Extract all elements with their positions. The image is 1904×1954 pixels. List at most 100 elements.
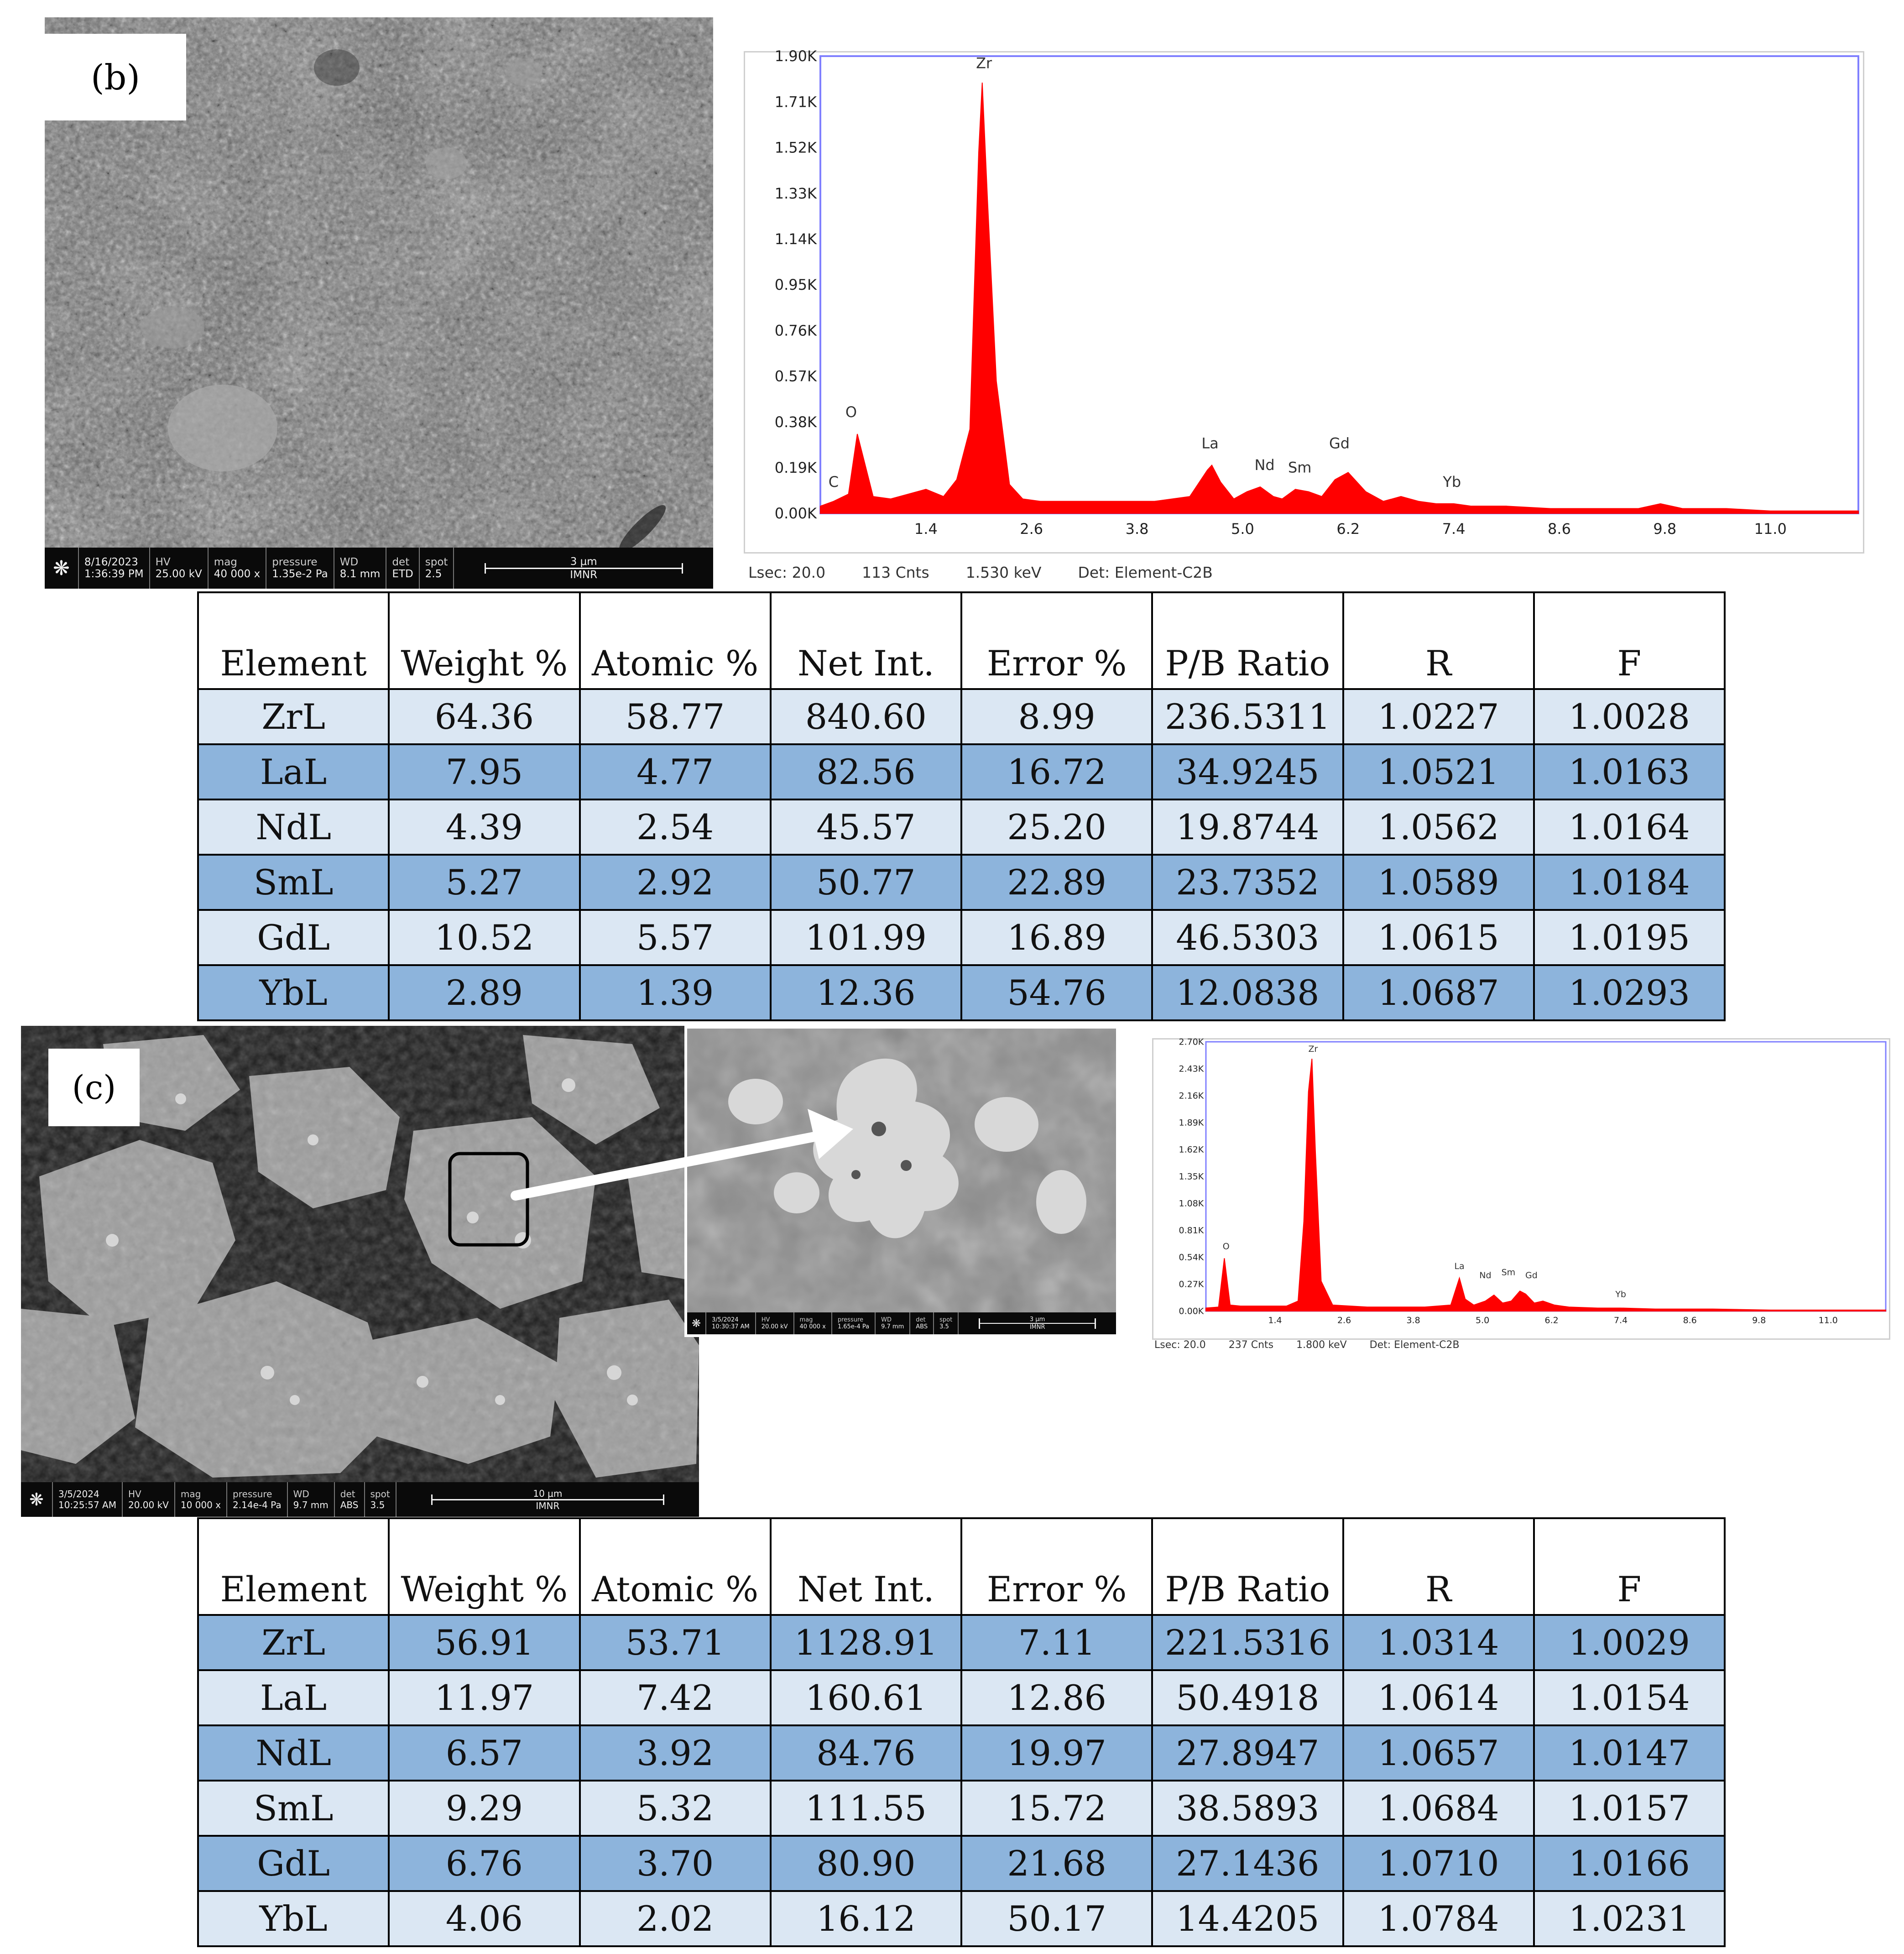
databar-pressure: 2.14e-4 Pa (233, 1499, 282, 1510)
eds-footer-c: Lsec: 20.0 237 Cnts 1.800 keV Det: Eleme… (1154, 1339, 1460, 1351)
databar-mag-cell: mag 40 000 x (793, 1312, 831, 1334)
sem-texture-c (21, 1026, 699, 1517)
databar-det: ABS (340, 1499, 359, 1510)
y-tick-label: 0.00K (1179, 1306, 1204, 1317)
spectrum-area (820, 82, 1859, 514)
x-tick-label: 2.6 (1020, 520, 1043, 538)
table-cell: 1.0164 (1533, 799, 1726, 856)
peak-label: Sm (1502, 1267, 1516, 1277)
table-cell: SmL (197, 854, 390, 911)
y-tick-label: 1.71K (775, 93, 817, 110)
table-cell: 53.71 (579, 1614, 772, 1671)
table-cell: 1.0687 (1342, 964, 1535, 1021)
table-row: LaL 7.95 4.77 82.56 16.72 34.9245 1.0521 1.0163 (197, 743, 1726, 800)
table-cell: 15.72 (960, 1780, 1153, 1837)
table-cell: 1.0147 (1533, 1724, 1726, 1782)
databar-wd: 9.7 mm (293, 1499, 329, 1510)
y-tick-label: 1.33K (775, 185, 817, 202)
y-tick-label: 0.19K (775, 459, 817, 476)
y-tick-label: 1.90K (775, 47, 817, 65)
x-tick-label: 11.0 (1819, 1316, 1838, 1326)
x-tick-label: 2.6 (1337, 1316, 1351, 1326)
databar-wd-label: WD (881, 1317, 892, 1323)
table-row: SmL 9.29 5.32 111.55 15.72 38.5893 1.0684 1.015… (197, 1780, 1726, 1837)
table-cell: 16.12 (769, 1890, 963, 1947)
table-cell: 84.76 (769, 1724, 963, 1782)
table-cell: 1.0231 (1533, 1890, 1726, 1947)
databar-pressure-label: pressure (272, 556, 318, 568)
table-cell: 1.0615 (1342, 909, 1535, 966)
databar-det: ABS (916, 1323, 928, 1330)
x-tick-label: 11.0 (1754, 520, 1787, 538)
databar-date-cell: 8/16/2023 1:36:39 PM (78, 548, 149, 589)
eds-spectrum-c: 0.00K 0.27K 0.54K 0.81K 1.08K 1.35K 1.62K 1.89K… (1152, 1037, 1890, 1340)
table-cell: 12.0838 (1151, 964, 1344, 1021)
x-tick-label: 3.8 (1126, 520, 1149, 538)
peak-label: Zr (1308, 1044, 1318, 1054)
fei-logo-icon: ❋ (53, 556, 70, 580)
table-header-cell: Atomic % (579, 591, 772, 690)
databar-mag-label: mag (799, 1317, 813, 1323)
table-cell: YbL (197, 964, 390, 1021)
databar-wd-label: WD (293, 1489, 309, 1499)
table-header-cell: Element (197, 591, 390, 690)
databar-spot-label: spot (425, 556, 448, 568)
x-tick-label: 7.4 (1614, 1316, 1628, 1326)
sem-databar-c: ❋ 3/5/2024 10:25:57 AM HV 20.00 kV mag 10 0… (21, 1482, 699, 1517)
table-cell: 221.5316 (1151, 1614, 1344, 1671)
databar-pressure-cell: pressure 1.35e-2 Pa (266, 548, 334, 589)
y-tick-label: 0.00K (775, 505, 817, 522)
databar-spot: 2.5 (425, 568, 442, 580)
table-row: YbL 2.89 1.39 12.36 54.76 12.0838 1.0687 1.0293 (197, 964, 1726, 1021)
y-tick-label: 0.95K (775, 276, 817, 293)
databar-mag-label: mag (180, 1489, 201, 1499)
y-tick-label: 0.57K (775, 368, 817, 385)
databar-date: 8/16/2023 (84, 556, 138, 568)
table-cell: 2.89 (388, 964, 581, 1021)
table-cell: 1.0710 (1342, 1835, 1535, 1892)
databar-pressure: 1.35e-2 Pa (272, 568, 328, 580)
databar-hv-label: HV (761, 1317, 770, 1323)
y-tick-label: 0.38K (775, 413, 817, 431)
spectrum-area (1205, 1059, 1886, 1311)
table-cell: 50.4918 (1151, 1669, 1344, 1726)
table-header-cell: Error % (960, 591, 1153, 690)
table-cell: 14.4205 (1151, 1890, 1344, 1947)
databar-scale-cell: 3 μm IMNR (453, 548, 713, 589)
table-cell: 46.5303 (1151, 909, 1344, 966)
x-tick-label: 6.2 (1545, 1316, 1559, 1326)
table-header-row: Element Weight % Atomic % Net Int. Error % P/… (197, 591, 1726, 690)
table-cell: 34.9245 (1151, 743, 1344, 800)
table-cell: SmL (197, 1780, 390, 1837)
footer-lsec: Lsec: 20.0 (1154, 1339, 1206, 1351)
table-cell: 19.8744 (1151, 799, 1344, 856)
table-cell: 64.36 (388, 688, 581, 745)
y-tick-label: 1.14K (775, 230, 817, 248)
table-cell: 5.27 (388, 854, 581, 911)
table-cell: 101.99 (769, 909, 963, 966)
sem-image-b: ❋ 8/16/2023 1:36:39 PM HV 25.00 kV mag 40 0… (45, 17, 713, 589)
databar-pressure-cell: pressure 1.65e-4 Pa (831, 1312, 875, 1334)
fei-logo-icon: ❋ (692, 1317, 701, 1330)
scale-bar-label: 3 μm (1029, 1316, 1045, 1323)
databar-wd-cell: WD 8.1 mm (333, 548, 386, 589)
y-tick-label: 0.81K (1179, 1226, 1204, 1236)
databar-spot: 3.5 (939, 1323, 949, 1330)
databar-time: 10:25:57 AM (58, 1499, 116, 1510)
sem-inset-c: ❋ 3/5/2024 10:30:37 AM HV 20.00 kV mag 40 0… (684, 1026, 1119, 1337)
scale-bar (979, 1318, 1096, 1329)
x-tick-label: 8.6 (1683, 1316, 1697, 1326)
table-cell: 1.0521 (1342, 743, 1535, 800)
peak-label: Zr (976, 54, 992, 72)
peak-label: Gd (1329, 435, 1350, 452)
table-cell: 3.92 (579, 1724, 772, 1782)
table-cell: 16.72 (960, 743, 1153, 800)
table-cell: 6.57 (388, 1724, 581, 1782)
table-header-cell: P/B Ratio (1151, 591, 1344, 690)
databar-hv-label: HV (128, 1489, 141, 1499)
databar-mag-cell: mag 10 000 x (174, 1482, 226, 1517)
databar-spot-label: spot (370, 1489, 390, 1499)
databar-pressure: 1.65e-4 Pa (837, 1323, 870, 1330)
databar-scale-cell: 10 μm IMNR (395, 1482, 699, 1517)
table-cell: 1.0684 (1342, 1780, 1535, 1837)
